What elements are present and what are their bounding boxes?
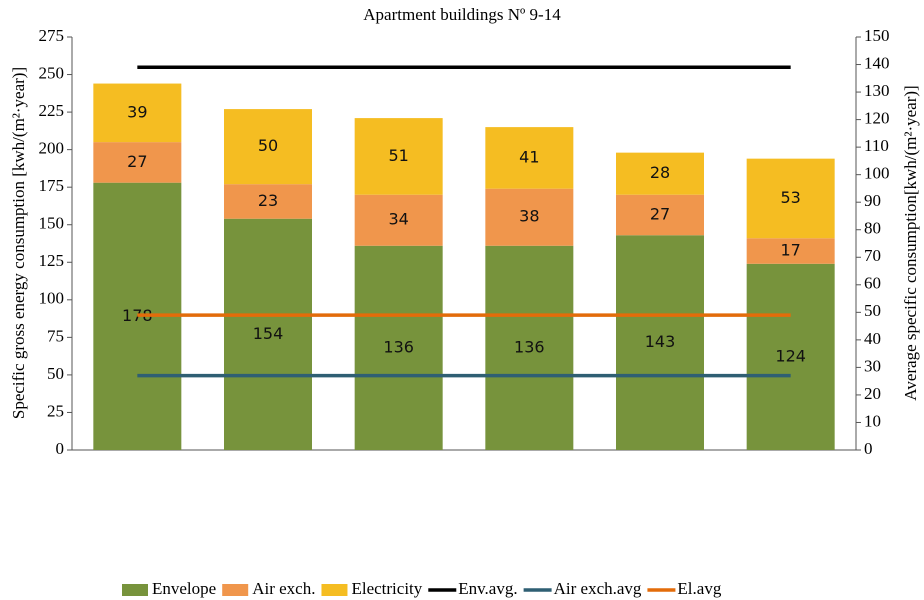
y2-tick-label: 90 <box>864 191 881 210</box>
y-tick-label: 75 <box>47 326 64 345</box>
bar-segment <box>224 184 312 219</box>
bar-segment <box>354 245 443 450</box>
bar-segment <box>616 235 704 450</box>
data-label: 124 <box>775 346 806 365</box>
y2-tick-label: 130 <box>864 81 890 100</box>
legend-swatch <box>321 584 348 596</box>
y-tick-label: 150 <box>39 214 65 233</box>
y2-axis-title: Average specific consumption[kwh/(m²·yea… <box>901 85 920 400</box>
y2-tick-label: 120 <box>864 109 890 128</box>
y2-tick-label: 110 <box>864 136 889 155</box>
legend-label: Air exch.avg <box>554 579 642 598</box>
bar-segment <box>224 109 312 185</box>
y2-tick-label: 70 <box>864 246 881 265</box>
data-label: 41 <box>519 147 539 166</box>
data-label: 17 <box>780 241 800 260</box>
bar-segment <box>485 188 574 246</box>
data-label: 38 <box>519 207 539 226</box>
legend-swatch <box>122 584 148 596</box>
y2-tick-label: 10 <box>864 411 881 430</box>
y2-tick-label: 100 <box>864 164 890 183</box>
y-axis-title: Specific gross energy consumption [kwh/(… <box>9 67 28 419</box>
bar-segment <box>93 142 182 183</box>
data-label: 143 <box>645 332 676 351</box>
bar-segment <box>354 118 443 195</box>
bar-segment <box>354 194 443 246</box>
y-tick-label: 225 <box>39 101 65 120</box>
y2-tick-label: 80 <box>864 219 881 238</box>
legend-label: Electricity <box>351 579 422 598</box>
y-tick-label: 0 <box>56 439 65 458</box>
y-tick-label: 175 <box>39 176 65 195</box>
chart-title: Apartment buildings Nº 9-14 <box>363 5 561 24</box>
data-label: 51 <box>388 146 408 165</box>
data-label: 50 <box>258 136 278 155</box>
data-label: 39 <box>127 102 147 121</box>
data-label: 53 <box>780 188 800 207</box>
y2-tick-label: 140 <box>864 53 890 72</box>
bar-segment <box>616 194 704 236</box>
y2-tick-label: 60 <box>864 274 881 293</box>
data-label: 27 <box>127 152 147 171</box>
data-label: 27 <box>650 204 670 223</box>
bar-segment <box>93 83 182 143</box>
y2-tick-label: 20 <box>864 384 881 403</box>
y-tick-label: 25 <box>47 401 64 420</box>
data-label: 23 <box>258 191 278 210</box>
y-tick-label: 200 <box>39 139 65 158</box>
data-label: 34 <box>388 210 408 229</box>
legend-label: Envelope <box>152 579 216 598</box>
y2-tick-label: 50 <box>864 301 881 320</box>
bar-segment <box>485 245 574 450</box>
y-tick-label: 50 <box>47 364 64 383</box>
bar-segment <box>485 127 574 189</box>
data-label: 136 <box>383 337 414 356</box>
legend-label: Air exch. <box>252 579 315 598</box>
y-tick-label: 250 <box>39 63 65 82</box>
y-tick-label: 275 <box>39 26 65 45</box>
y2-tick-label: 150 <box>864 26 890 45</box>
y2-tick-label: 40 <box>864 329 881 348</box>
data-label: 136 <box>514 337 545 356</box>
legend-label: Env.avg. <box>458 579 517 598</box>
data-label: 28 <box>650 163 670 182</box>
y-tick-label: 100 <box>39 289 65 308</box>
y2-tick-label: 30 <box>864 356 881 375</box>
y-tick-label: 125 <box>39 251 65 270</box>
y2-tick-label: 0 <box>864 439 873 458</box>
bar-segment <box>746 158 835 239</box>
bar-segment <box>746 263 835 450</box>
data-label: 154 <box>253 324 284 343</box>
legend-label: El.avg <box>677 579 721 598</box>
bar-segment <box>616 152 704 195</box>
bar-segment <box>224 218 312 450</box>
legend-swatch <box>222 584 249 596</box>
bar-segment <box>746 238 835 264</box>
